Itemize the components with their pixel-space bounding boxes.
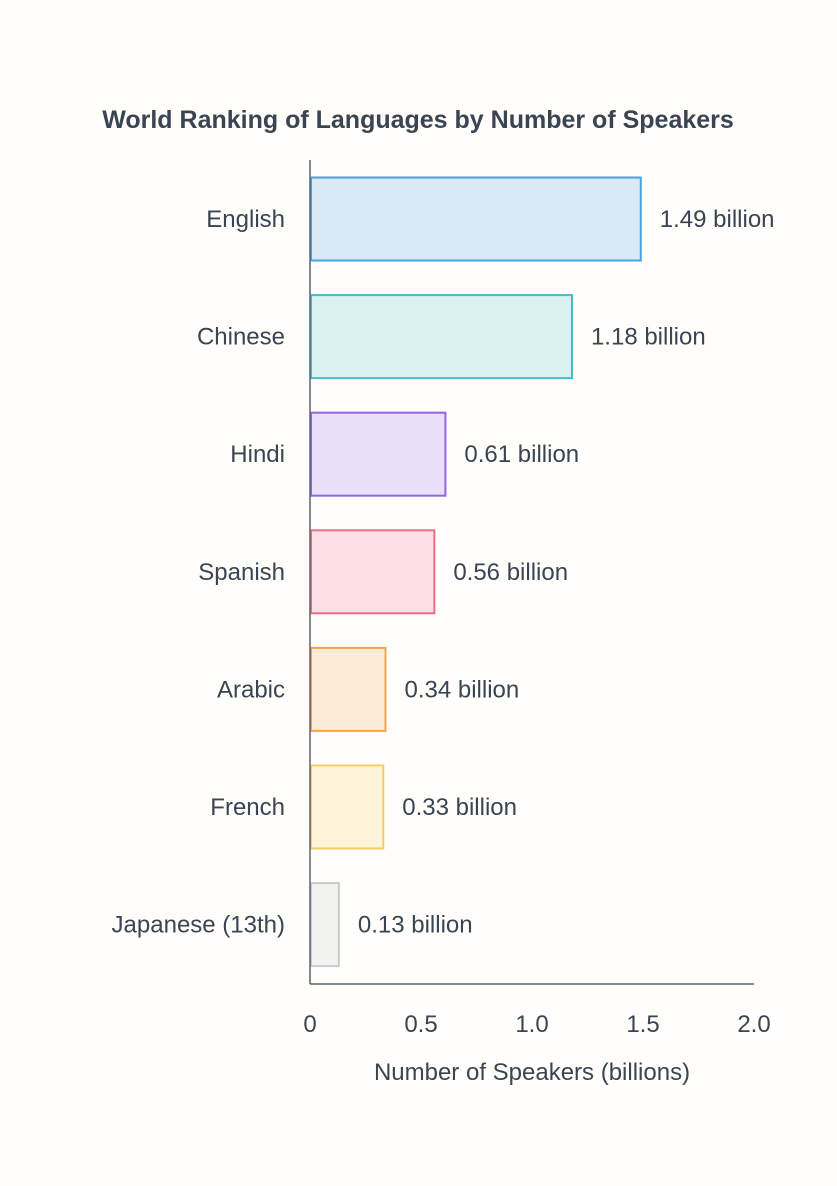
value-label: 1.18 billion xyxy=(591,324,706,351)
bar-0 xyxy=(310,176,642,262)
x-tick-labels: 0 0.5 1.0 1.5 2.0 xyxy=(303,1011,770,1038)
bars-group xyxy=(310,176,642,968)
value-labels: 1.49 billion 1.18 billion 0.61 billion 0.56… xyxy=(358,206,775,939)
value-label: 0.13 billion xyxy=(358,912,473,939)
x-tick-label: 0 xyxy=(303,1011,316,1038)
bar-6 xyxy=(310,882,340,968)
x-tick-label: 0.5 xyxy=(404,1011,437,1038)
bar-5 xyxy=(310,764,385,850)
chart-title: World Ranking of Languages by Number of … xyxy=(102,106,734,134)
x-tick-label: 1.5 xyxy=(626,1011,659,1038)
x-tick-label: 2.0 xyxy=(737,1011,770,1038)
category-label: Spanish xyxy=(198,559,285,586)
value-label: 0.56 billion xyxy=(453,559,568,586)
category-label: Japanese (13th) xyxy=(112,912,285,939)
bar-4 xyxy=(310,646,387,732)
bar-2 xyxy=(310,411,447,497)
value-label: 0.34 billion xyxy=(404,676,519,703)
x-axis-title: Number of Speakers (billions) xyxy=(374,1059,690,1086)
value-label: 0.61 billion xyxy=(464,441,579,468)
category-label: French xyxy=(210,794,285,821)
bar-1 xyxy=(310,294,573,380)
category-label: Chinese xyxy=(197,324,285,351)
category-label: English xyxy=(206,206,285,233)
category-label: Hindi xyxy=(230,441,285,468)
value-label: 1.49 billion xyxy=(660,206,775,233)
category-labels: English Chinese Hindi Spanish Arabic French Ja… xyxy=(112,206,285,939)
bar-3 xyxy=(310,529,436,615)
value-label: 0.33 billion xyxy=(402,794,517,821)
category-label: Arabic xyxy=(217,676,285,703)
x-tick-label: 1.0 xyxy=(515,1011,548,1038)
